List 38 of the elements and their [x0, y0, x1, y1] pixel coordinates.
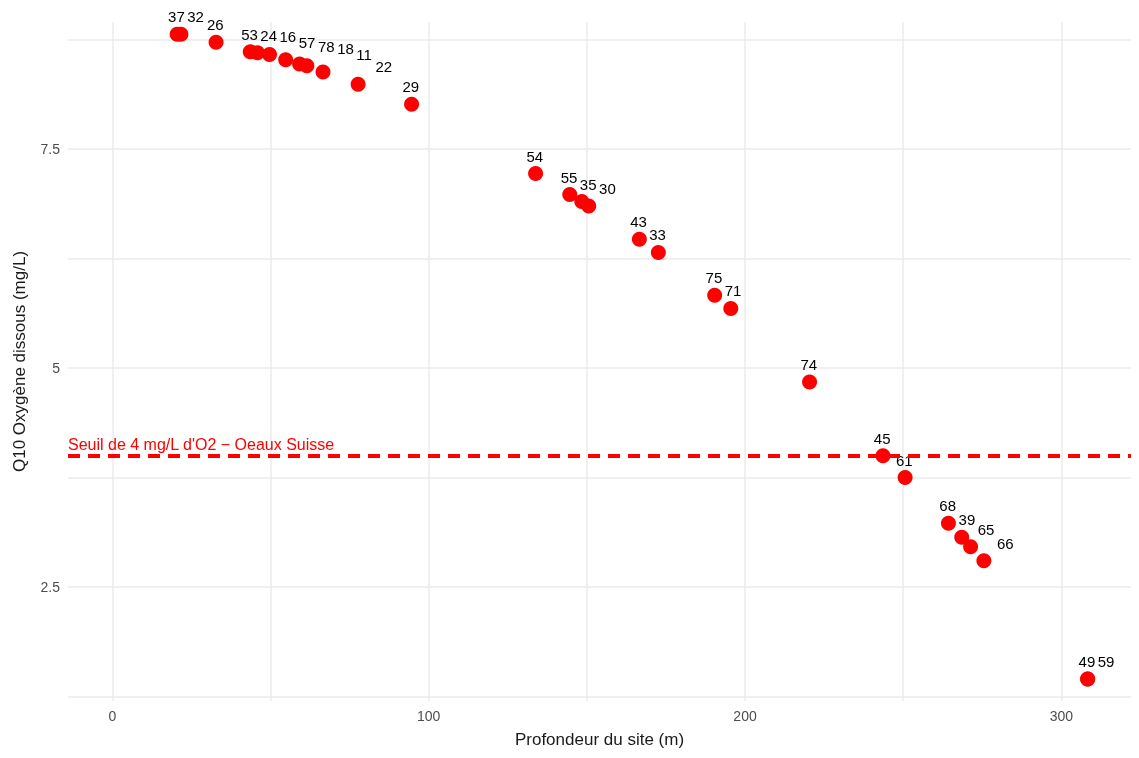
annotation: 75	[705, 269, 723, 287]
annotation: 55	[560, 168, 578, 186]
y-tick-label: 7.5	[40, 141, 61, 158]
annotation: 74	[800, 356, 818, 374]
annotation: 22	[375, 58, 393, 76]
x-tick-label: 300	[1049, 708, 1074, 724]
annotation: 65	[977, 520, 995, 538]
annotation: 57	[298, 33, 316, 51]
annotation: 37	[168, 8, 185, 26]
annotation: 39	[958, 511, 976, 529]
annotation: 16	[279, 28, 297, 46]
annotation: 24	[260, 26, 278, 44]
annotation: 54	[526, 147, 544, 165]
annotation: 11	[356, 45, 372, 63]
y-tick-label: 5	[52, 360, 61, 377]
annotation: 78	[317, 38, 335, 56]
annotation: 26	[206, 16, 224, 34]
annotation: 53	[241, 25, 258, 43]
annotation: 71	[724, 282, 742, 300]
x-tick-label: 200	[733, 708, 757, 724]
annotation: 18	[337, 39, 354, 57]
annotation: 35	[579, 175, 597, 193]
y-tick-label: 2.5	[40, 579, 61, 596]
annotation: 49	[1078, 653, 1096, 671]
ref-line-label: Seuil de 4 mg/L d'O2 − Oeaux Suisse	[68, 436, 335, 454]
annotation: 43	[630, 213, 647, 231]
annotation: 59	[1097, 653, 1115, 671]
x-tick-label: 100	[416, 708, 441, 724]
annotation: 66	[996, 534, 1014, 552]
annotation: 32	[187, 8, 204, 26]
annotation: 29	[402, 78, 420, 96]
x-tick-label: 0	[108, 708, 117, 724]
y-axis-title: Q10 Oxygène dissous (mg/L)	[10, 250, 29, 473]
annotation: 30	[599, 179, 616, 197]
annotation: 33	[649, 226, 666, 244]
annotation: 68	[939, 497, 957, 515]
annotation: 45	[873, 429, 891, 447]
x-axis-title: Profondeur du site (m)	[514, 730, 685, 749]
